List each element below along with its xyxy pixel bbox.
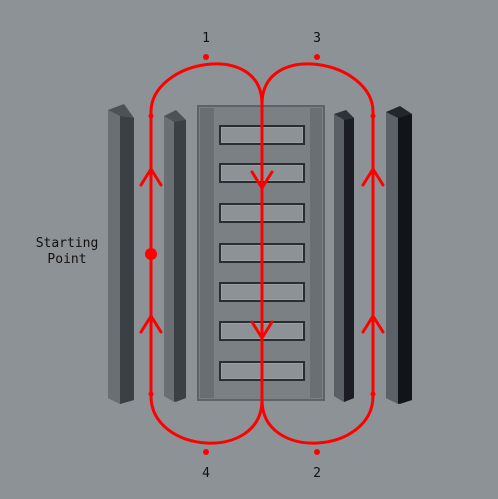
arrow-up-right-2 — [361, 314, 385, 334]
arrow-down-center-1 — [250, 170, 274, 190]
route-nodes — [145, 54, 376, 455]
wall-left-inner — [164, 110, 186, 402]
wall-right-outer — [386, 106, 412, 404]
route-path — [149, 62, 375, 445]
starting-point-marker — [145, 248, 157, 260]
arrow-up-right-1 — [361, 167, 385, 187]
starting-point-label: Starting Point — [22, 236, 112, 268]
waypoint-label-4: 4 — [202, 466, 210, 481]
wall-right-inner — [334, 110, 354, 402]
waypoint-label-3: 3 — [313, 31, 321, 46]
arrow-down-center-2 — [250, 320, 274, 340]
waypoint-label-1: 1 — [202, 31, 210, 46]
waypoint-label-2: 2 — [313, 466, 321, 481]
starting-point-label-line2: Point — [47, 252, 87, 267]
route-arrows — [139, 167, 385, 340]
starting-point-label-line1: Starting — [35, 236, 99, 251]
arrow-up-left-1 — [139, 167, 163, 187]
wall-left-outer — [108, 104, 134, 404]
arrow-up-left-2 — [139, 314, 163, 334]
